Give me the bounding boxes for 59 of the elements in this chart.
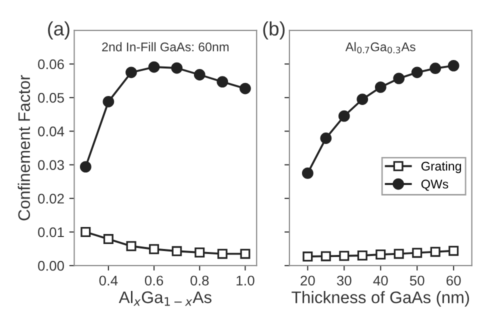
legend-label: Grating [421,161,462,174]
point [240,248,250,259]
point [80,227,91,237]
x-tick-label: 0.6 [144,276,164,286]
y-tick-label: 0.00 [38,260,64,271]
x-tick-label: 0.8 [190,276,209,286]
x-tick-label: 0.4 [99,276,118,286]
point [411,66,423,78]
point [339,250,350,261]
x-tick-label: 50 [410,276,424,286]
point [217,248,228,259]
x-tick-label: 30 [336,276,352,286]
point [80,161,92,173]
y-tick-label: 0.03 [38,160,64,170]
point [216,76,228,88]
point [357,250,368,261]
x-tick-label: 60 [446,276,461,286]
x-axis-title: Al$_{x}$Ga$_{1−x}$As [118,290,212,306]
annotation: 2nd In-Fill GaAs: 60nm [102,42,229,52]
y-tick-label: 0.01 [38,227,64,238]
point [338,110,350,122]
y-tick-label: 0.06 [38,59,64,70]
point [376,250,386,260]
point [148,61,160,73]
x-tick-label: 20 [300,276,315,286]
point [194,247,205,258]
point [171,62,183,74]
chart-title: (a) [48,21,70,40]
legend-label: QWs [421,180,448,191]
y-tick-label: 0.04 [38,126,64,136]
point [374,81,386,93]
point [172,246,182,256]
point [393,72,405,84]
x-tick-label: 40 [373,276,388,286]
chart-title: (b) [263,21,285,40]
point [302,252,313,262]
point [320,251,331,262]
point [430,246,440,257]
point [448,246,459,256]
point [126,66,137,78]
y-tick-label: 0.05 [38,92,64,103]
x-axis-title: Thickness of GaAs (nm) [292,291,469,307]
point [394,248,404,259]
point [149,244,160,254]
point [103,234,114,244]
annotation: Al$_{0.7}$Ga$_{0.3}$As [345,42,416,54]
x-tick-label: 1.0 [236,276,254,286]
point [126,241,136,252]
y-tick-label: 0.02 [38,194,64,204]
point [194,69,206,80]
point [430,62,442,74]
point [412,248,422,258]
point [302,168,314,179]
point [448,60,460,72]
point [102,96,114,108]
point [240,82,251,94]
point [356,94,368,105]
point [320,132,332,144]
y-axis-title: Confinement Factor [18,75,30,220]
